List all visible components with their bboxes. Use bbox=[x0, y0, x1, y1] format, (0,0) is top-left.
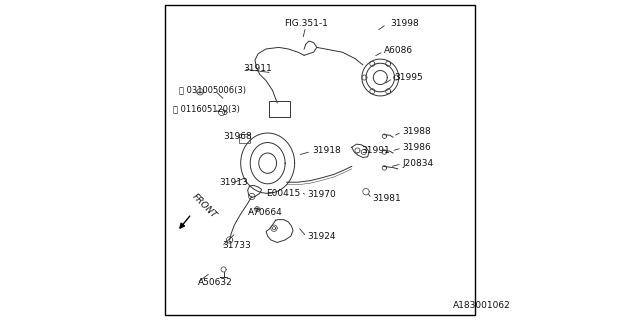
FancyBboxPatch shape bbox=[269, 101, 290, 117]
Text: J20834: J20834 bbox=[403, 159, 434, 168]
Text: 31970: 31970 bbox=[307, 190, 336, 199]
Text: FRONT: FRONT bbox=[191, 192, 219, 220]
Text: Ⓟ 031005006(3): Ⓟ 031005006(3) bbox=[179, 86, 246, 95]
Text: A6086: A6086 bbox=[383, 46, 413, 55]
Text: 31988: 31988 bbox=[403, 127, 431, 136]
Text: E00415: E00415 bbox=[266, 189, 300, 198]
Text: 31995: 31995 bbox=[394, 73, 423, 82]
FancyBboxPatch shape bbox=[239, 134, 250, 142]
Text: 31913: 31913 bbox=[219, 178, 248, 187]
Text: 31924: 31924 bbox=[307, 232, 336, 241]
Text: FIG.351-1: FIG.351-1 bbox=[284, 19, 328, 28]
Text: 31981: 31981 bbox=[372, 194, 401, 203]
Text: 31733: 31733 bbox=[222, 241, 251, 250]
Text: 31998: 31998 bbox=[390, 19, 419, 28]
Text: Ⓑ 011605120(3): Ⓑ 011605120(3) bbox=[173, 105, 240, 114]
Text: A50632: A50632 bbox=[198, 278, 232, 287]
Text: 31911: 31911 bbox=[243, 63, 272, 73]
Text: 31918: 31918 bbox=[312, 146, 341, 155]
Text: 31991: 31991 bbox=[361, 146, 390, 155]
Text: A183001062: A183001062 bbox=[453, 301, 511, 310]
Text: A70664: A70664 bbox=[248, 208, 282, 217]
Text: 31968: 31968 bbox=[223, 132, 252, 141]
Text: 31986: 31986 bbox=[403, 143, 431, 152]
